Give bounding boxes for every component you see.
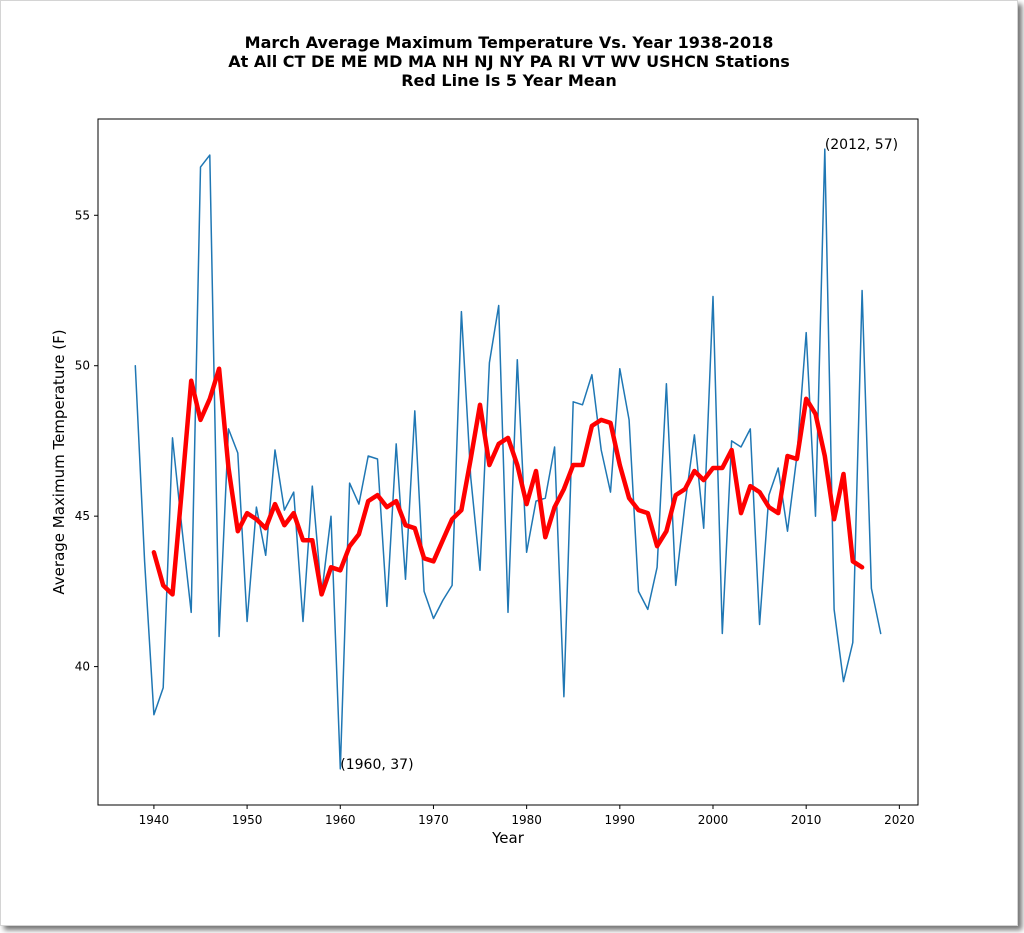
x-tick-label-2020: 2020: [884, 813, 915, 827]
plot-frame: [97, 118, 919, 806]
x-tick-label-2010: 2010: [791, 813, 822, 827]
x-tick-label-1960: 1960: [325, 813, 356, 827]
chart-title-line-2: At All CT DE ME MD MA NH NJ NY PA RI VT …: [228, 52, 790, 71]
annotation-0: (2012, 57): [825, 137, 898, 153]
y-axis-label: Average Maximum Temperature (F): [50, 329, 68, 594]
x-axis-label: Year: [491, 829, 525, 847]
axis-ticks: 1940 1950 1960 1970 1980 1990 2000 2010 2020 40 45…: [75, 208, 915, 827]
x-tick-label-2000: 2000: [698, 813, 729, 827]
x-tick-label-1950: 1950: [232, 813, 263, 827]
annotations: (2012, 57) (1960, 37): [340, 137, 898, 773]
chart-title-line-1: March Average Maximum Temperature Vs. Ye…: [244, 33, 774, 52]
annual-series-line: [134, 148, 882, 770]
x-tick-label-1980: 1980: [511, 813, 542, 827]
x-tick-label-1940: 1940: [139, 813, 170, 827]
y-tick-label-50: 50: [75, 359, 90, 373]
chart-title-line-3: Red Line Is 5 Year Mean: [401, 71, 617, 90]
annotation-1: (1960, 37): [340, 757, 413, 773]
y-tick-label-45: 45: [75, 509, 90, 523]
five-year-mean-line: [151, 366, 865, 597]
y-tick-label-55: 55: [75, 208, 90, 222]
series-lines: [134, 148, 882, 770]
x-tick-label-1970: 1970: [418, 813, 449, 827]
chart-title: March Average Maximum Temperature Vs. Ye…: [1, 33, 1017, 90]
y-tick-label-40: 40: [75, 660, 90, 674]
x-tick-label-1990: 1990: [605, 813, 636, 827]
